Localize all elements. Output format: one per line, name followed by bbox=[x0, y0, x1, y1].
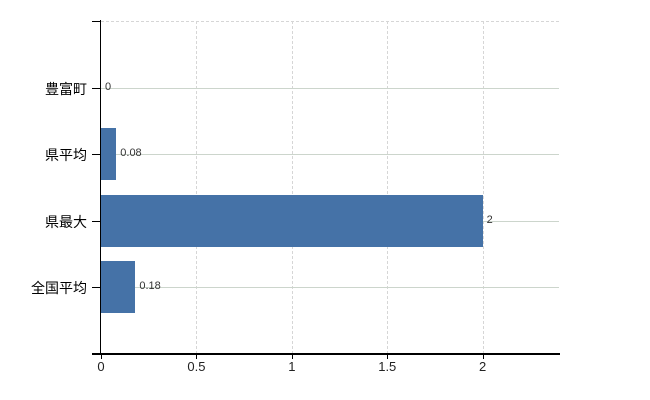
y-axis-tick bbox=[92, 287, 100, 289]
y-gridline bbox=[101, 154, 559, 156]
category-label: 県最大 bbox=[45, 213, 87, 230]
x-axis-tick bbox=[291, 354, 293, 359]
bar-value-label: 0.08 bbox=[120, 147, 142, 160]
bar-value-label: 0 bbox=[105, 80, 112, 93]
category-label: 全国平均 bbox=[31, 280, 87, 297]
y-axis-tick bbox=[92, 220, 100, 222]
x-tick-label: 0 bbox=[97, 359, 105, 374]
plot-top-border bbox=[101, 21, 559, 22]
bar[interactable] bbox=[101, 128, 116, 181]
x-tick-label: 2 bbox=[479, 359, 487, 374]
x-gridline bbox=[291, 21, 293, 354]
x-axis-line bbox=[92, 353, 560, 355]
x-axis-tick bbox=[196, 354, 198, 359]
x-gridline bbox=[387, 21, 389, 354]
category-label: 県平均 bbox=[45, 147, 87, 164]
y-axis-line bbox=[99, 20, 101, 355]
y-axis-tick bbox=[92, 21, 100, 22]
bar-value-label: 0.18 bbox=[139, 280, 161, 293]
x-tick-label: 1 bbox=[288, 359, 296, 374]
x-axis-tick bbox=[387, 354, 389, 359]
x-gridline bbox=[196, 21, 198, 354]
x-axis-tick bbox=[101, 354, 102, 359]
x-tick-label: 0.5 bbox=[187, 359, 206, 374]
x-gridline bbox=[482, 21, 484, 354]
x-axis-tick bbox=[482, 354, 484, 359]
y-gridline bbox=[101, 87, 559, 89]
y-gridline bbox=[101, 287, 559, 289]
bar[interactable] bbox=[101, 194, 483, 247]
bar[interactable] bbox=[101, 261, 135, 314]
bar-value-label: 2 bbox=[486, 213, 493, 226]
category-label: 豊富町 bbox=[45, 80, 87, 97]
y-axis-tick bbox=[92, 154, 100, 156]
y-axis-tick bbox=[92, 87, 100, 89]
x-tick-label: 1.5 bbox=[378, 359, 397, 374]
